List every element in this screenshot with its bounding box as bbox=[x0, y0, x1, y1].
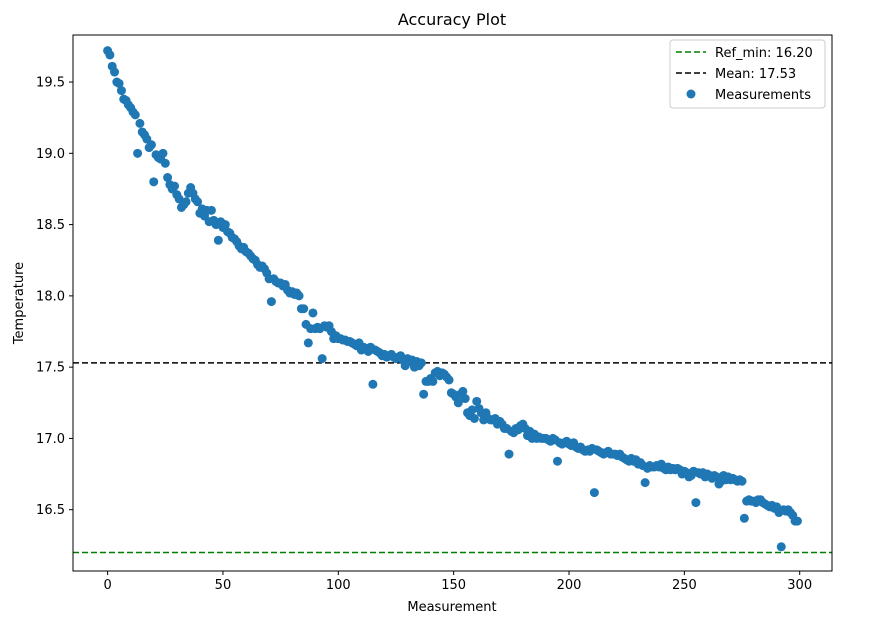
y-tick-label: 16.5 bbox=[36, 503, 65, 518]
legend-label-mean: Mean: 17.53 bbox=[715, 67, 796, 82]
data-point bbox=[460, 394, 470, 404]
data-point bbox=[739, 513, 749, 523]
y-tick-label: 17.5 bbox=[36, 361, 65, 376]
data-point bbox=[163, 173, 173, 183]
y-tick-label: 18.0 bbox=[36, 289, 65, 304]
data-point bbox=[294, 291, 304, 301]
data-point bbox=[469, 413, 479, 423]
data-point bbox=[193, 197, 203, 207]
data-point bbox=[467, 405, 477, 415]
data-point bbox=[419, 389, 429, 399]
reference-lines bbox=[73, 362, 832, 554]
x-tick-label: 200 bbox=[557, 578, 582, 593]
y-axis: 16.5 17.0 17.5 18.0 18.5 19.0 19.5 bbox=[36, 76, 73, 518]
data-point bbox=[181, 197, 191, 207]
scatter-points bbox=[103, 46, 802, 552]
y-tick-label: 18.5 bbox=[36, 218, 65, 233]
data-point bbox=[116, 86, 126, 96]
data-point bbox=[552, 456, 562, 466]
data-point bbox=[149, 177, 159, 187]
legend-swatch-measurements bbox=[686, 89, 696, 99]
x-tick-label: 0 bbox=[103, 578, 111, 593]
data-point bbox=[458, 386, 468, 396]
data-point bbox=[640, 478, 650, 488]
data-point bbox=[213, 235, 223, 245]
x-tick-label: 100 bbox=[326, 578, 351, 593]
data-point bbox=[158, 148, 168, 158]
plot-frame bbox=[72, 34, 833, 572]
data-point bbox=[160, 158, 170, 168]
data-point bbox=[472, 396, 482, 406]
data-point bbox=[206, 205, 216, 215]
data-point bbox=[133, 148, 143, 158]
legend-label-measurements: Measurements bbox=[715, 88, 811, 103]
data-point bbox=[737, 476, 747, 486]
chart-title: Accuracy Plot bbox=[398, 10, 506, 29]
data-point bbox=[130, 110, 140, 120]
data-point bbox=[114, 78, 124, 88]
data-point bbox=[776, 542, 786, 552]
data-point bbox=[368, 379, 378, 389]
x-axis-label: Measurement bbox=[407, 600, 496, 615]
data-point bbox=[146, 140, 156, 150]
data-point bbox=[416, 358, 426, 368]
data-point bbox=[308, 308, 318, 318]
data-point bbox=[135, 118, 145, 128]
legend: Ref_min: 16.20 Mean: 17.53 Measurements bbox=[669, 39, 826, 109]
legend-label-ref-min: Ref_min: 16.20 bbox=[715, 46, 813, 61]
x-tick-label: 300 bbox=[787, 578, 812, 593]
y-tick-label: 19.5 bbox=[36, 76, 65, 91]
data-point bbox=[504, 449, 514, 459]
x-tick-label: 50 bbox=[215, 578, 232, 593]
data-point bbox=[317, 354, 327, 364]
data-point bbox=[170, 181, 180, 191]
x-tick-label: 250 bbox=[672, 578, 697, 593]
data-point bbox=[105, 50, 115, 60]
data-point bbox=[299, 304, 309, 314]
x-axis: 0 50 100 150 200 250 300 bbox=[103, 571, 812, 593]
data-point bbox=[444, 375, 454, 385]
y-tick-label: 19.0 bbox=[36, 147, 65, 162]
data-point bbox=[303, 338, 313, 348]
data-point bbox=[792, 516, 802, 526]
data-point bbox=[110, 67, 120, 77]
y-tick-label: 17.0 bbox=[36, 432, 65, 447]
data-point bbox=[220, 220, 230, 230]
data-point bbox=[428, 376, 438, 386]
data-point bbox=[266, 297, 276, 307]
y-axis-label: Temperature bbox=[12, 262, 27, 345]
data-point bbox=[453, 398, 463, 408]
x-tick-label: 150 bbox=[441, 578, 466, 593]
data-point bbox=[691, 498, 701, 508]
legend-box bbox=[669, 39, 826, 109]
data-point bbox=[589, 488, 599, 498]
